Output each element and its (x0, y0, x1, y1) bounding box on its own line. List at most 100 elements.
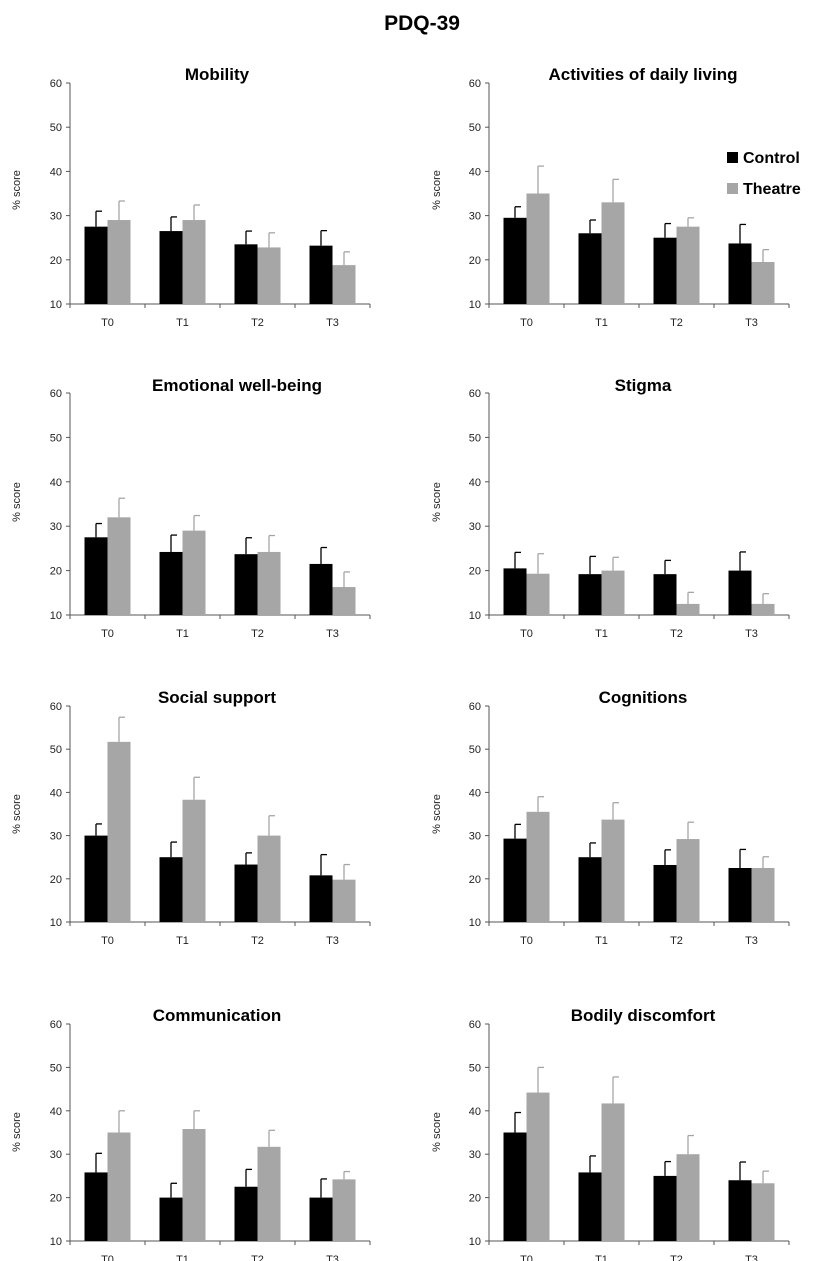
bar-theatre-t0 (107, 741, 131, 922)
y-tick-label: 50 (469, 122, 481, 134)
panel-stigma: Stigma % score 10 20 30 40 50 60 T0 T1 T2 T3 (431, 376, 790, 640)
y-axis-label: % score (431, 170, 443, 210)
panel-title: Mobility (185, 65, 250, 84)
x-tick-label: T2 (670, 1254, 683, 1261)
x-tick-label: T0 (520, 1254, 533, 1261)
x-tick-label: T1 (595, 1254, 608, 1261)
bar-theatre-t3 (751, 262, 775, 304)
bar-control-t2 (653, 574, 677, 615)
y-tick-label: 10 (469, 299, 481, 311)
bar-theatre-t2 (257, 1146, 281, 1241)
x-tick-label: T2 (670, 317, 683, 329)
bar-theatre-t3 (332, 265, 356, 304)
x-tick-label: T2 (251, 935, 264, 947)
y-tick-label: 20 (50, 874, 62, 886)
y-axis-label: % score (431, 482, 443, 522)
legend-swatch-control (727, 152, 738, 163)
x-tick-label: T2 (670, 628, 683, 640)
panel-activities-of-daily-living: Activities of daily living % score 10 20 30 4… (431, 65, 790, 329)
y-tick-label: 10 (469, 1236, 481, 1248)
panel-title: Activities of daily living (549, 65, 738, 84)
legend-swatch-theatre (727, 183, 738, 194)
bar-control-t0 (84, 1172, 108, 1241)
y-tick-label: 60 (50, 1019, 62, 1031)
y-tick-label: 40 (469, 477, 481, 489)
y-tick-label: 30 (469, 831, 481, 843)
y-tick-label: 20 (469, 874, 481, 886)
y-tick-label: 30 (469, 521, 481, 533)
y-tick-label: 50 (50, 744, 62, 756)
y-tick-label: 30 (50, 521, 62, 533)
x-tick-label: T1 (176, 628, 189, 640)
bar-theatre-t0 (107, 220, 131, 304)
x-tick-label: T1 (595, 628, 608, 640)
y-axis-label: % score (11, 170, 23, 210)
bar-theatre-t2 (257, 551, 281, 615)
bar-control-t1 (159, 551, 183, 615)
bar-theatre-t2 (676, 603, 700, 615)
x-tick-label: T3 (745, 935, 758, 947)
y-tick-label: 10 (50, 299, 62, 311)
bar-control-t2 (234, 244, 258, 304)
y-tick-label: 50 (469, 1062, 481, 1074)
bar-control-t3 (728, 243, 752, 304)
bar-control-t0 (503, 568, 527, 615)
panel-mobility: Mobility % score 10 20 30 40 50 60 T0 T1 T2 T3 (11, 65, 371, 329)
bar-control-t2 (234, 1186, 258, 1241)
x-tick-label: T2 (670, 935, 683, 947)
bar-theatre-t0 (526, 573, 550, 615)
x-tick-label: T1 (595, 935, 608, 947)
bar-control-t0 (503, 217, 527, 304)
panel-communication: Communication % score 10 20 30 40 50 60 T0 T1 T2 T3 (11, 1006, 371, 1261)
bar-control-t0 (84, 835, 108, 922)
x-tick-label: T0 (101, 1254, 114, 1261)
x-tick-label: T3 (745, 317, 758, 329)
y-axis-label: % score (11, 1112, 23, 1152)
panel-cognitions: Cognitions % score 10 20 30 40 50 60 T0 T1 T2 T3 (431, 688, 790, 947)
y-tick-label: 20 (50, 566, 62, 578)
y-tick-label: 20 (50, 1193, 62, 1205)
panel-title: Bodily discomfort (571, 1006, 716, 1025)
bar-control-t0 (84, 537, 108, 615)
y-tick-label: 20 (469, 255, 481, 267)
x-tick-label: T0 (101, 935, 114, 947)
bar-control-t2 (234, 554, 258, 615)
y-tick-label: 40 (469, 166, 481, 178)
bar-theatre-t1 (601, 202, 625, 304)
bar-theatre-t0 (526, 811, 550, 922)
x-tick-label: T0 (520, 317, 533, 329)
y-tick-label: 20 (50, 255, 62, 267)
bar-control-t3 (309, 245, 333, 304)
y-tick-label: 60 (469, 701, 481, 713)
y-tick-label: 10 (50, 1236, 62, 1248)
y-axis-label: % score (11, 794, 23, 834)
x-tick-label: T3 (326, 1254, 339, 1261)
panel-title: Stigma (615, 376, 672, 395)
x-tick-label: T0 (101, 317, 114, 329)
y-axis-label: % score (431, 1112, 443, 1152)
bar-theatre-t2 (257, 835, 281, 922)
bar-control-t3 (309, 1197, 333, 1241)
legend-label-control: Control (743, 150, 800, 167)
legend-label-theatre: Theatre (743, 181, 801, 198)
bar-theatre-t2 (676, 839, 700, 922)
bar-control-t0 (84, 226, 108, 304)
bar-theatre-t0 (107, 517, 131, 615)
bar-theatre-t1 (182, 220, 206, 304)
bar-theatre-t1 (601, 1103, 625, 1241)
y-axis-label: % score (431, 794, 443, 834)
x-tick-label: T3 (326, 628, 339, 640)
bar-control-t1 (578, 574, 602, 615)
bar-control-t2 (234, 864, 258, 922)
y-tick-label: 60 (50, 78, 62, 90)
y-tick-label: 30 (50, 831, 62, 843)
bar-control-t1 (159, 231, 183, 304)
y-tick-label: 40 (469, 1106, 481, 1118)
y-tick-label: 40 (469, 787, 481, 799)
x-tick-label: T1 (176, 1254, 189, 1261)
bar-theatre-t3 (332, 879, 356, 922)
bar-theatre-t1 (182, 530, 206, 615)
bar-theatre-t0 (526, 193, 550, 304)
bar-control-t3 (309, 875, 333, 922)
bar-control-t3 (728, 1180, 752, 1241)
